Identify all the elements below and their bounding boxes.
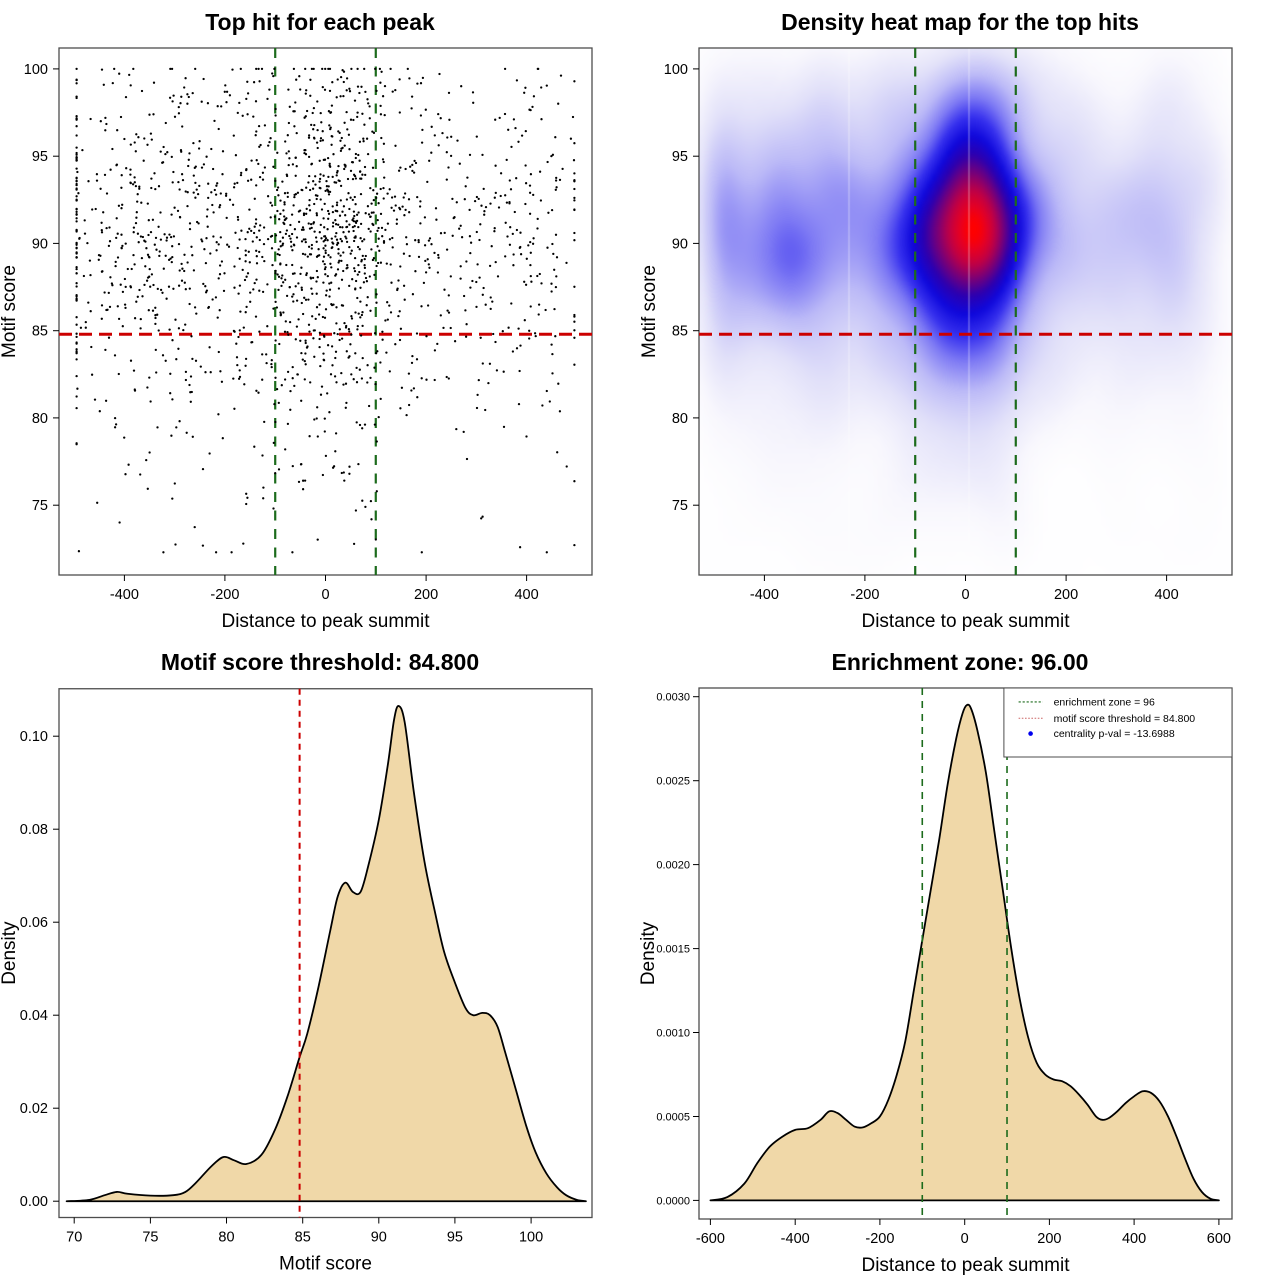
svg-text:Enrichment zone: 96.00: Enrichment zone: 96.00: [832, 649, 1089, 675]
svg-text:0.0015: 0.0015: [656, 944, 690, 956]
svg-text:Top hit for each peak: Top hit for each peak: [205, 9, 435, 35]
svg-text:Motif score: Motif score: [279, 1254, 372, 1275]
svg-text:0.0030: 0.0030: [656, 692, 690, 704]
svg-text:centrality p-val = -13.6988: centrality p-val = -13.6988: [1054, 728, 1175, 740]
svg-text:85: 85: [295, 1230, 311, 1246]
svg-text:Motif score: Motif score: [0, 265, 20, 358]
svg-text:90: 90: [371, 1230, 387, 1246]
svg-text:0.02: 0.02: [20, 1101, 48, 1117]
svg-text:95: 95: [32, 149, 48, 165]
svg-text:95: 95: [447, 1230, 463, 1246]
svg-text:Density: Density: [640, 921, 659, 985]
svg-text:0.04: 0.04: [20, 1008, 48, 1024]
svg-text:400: 400: [1122, 1231, 1146, 1247]
svg-text:100: 100: [24, 62, 48, 78]
svg-text:0.00: 0.00: [20, 1194, 48, 1210]
svg-text:motif score threshold = 84.800: motif score threshold = 84.800: [1054, 713, 1196, 725]
svg-text:Motif score threshold: 84.800: Motif score threshold: 84.800: [161, 649, 479, 675]
svg-text:Density: Density: [0, 921, 20, 985]
svg-text:-200: -200: [210, 587, 239, 603]
svg-text:85: 85: [32, 324, 48, 340]
svg-text:70: 70: [66, 1230, 82, 1246]
svg-text:0: 0: [961, 1231, 969, 1247]
svg-text:0.06: 0.06: [20, 915, 48, 931]
svg-text:400: 400: [514, 587, 538, 603]
svg-text:80: 80: [32, 411, 48, 427]
svg-text:0.0010: 0.0010: [656, 1028, 690, 1040]
svg-text:80: 80: [218, 1230, 234, 1246]
svg-text:0.0020: 0.0020: [656, 860, 690, 872]
svg-text:200: 200: [1037, 1231, 1061, 1247]
svg-text:Distance to peak summit: Distance to peak summit: [861, 1255, 1070, 1276]
svg-text:100: 100: [519, 1230, 543, 1246]
svg-text:75: 75: [32, 498, 48, 514]
svg-text:200: 200: [414, 587, 438, 603]
svg-text:-200: -200: [865, 1231, 894, 1247]
svg-text:enrichment zone = 96: enrichment zone = 96: [1054, 696, 1155, 708]
svg-text:0.08: 0.08: [20, 822, 48, 838]
svg-text:-400: -400: [110, 587, 139, 603]
svg-text:0: 0: [321, 587, 329, 603]
svg-text:75: 75: [142, 1230, 158, 1246]
svg-text:Density heat map for the top h: Density heat map for the top hits: [781, 9, 1139, 35]
svg-text:0.0000: 0.0000: [656, 1195, 690, 1207]
svg-text:-400: -400: [781, 1231, 810, 1247]
svg-text:0.0005: 0.0005: [656, 1112, 690, 1124]
svg-text:0.0025: 0.0025: [656, 776, 690, 788]
svg-text:90: 90: [32, 236, 48, 252]
svg-text:Distance to peak summit: Distance to peak summit: [221, 611, 430, 632]
svg-text:600: 600: [1207, 1231, 1231, 1247]
svg-text:0.10: 0.10: [20, 729, 48, 745]
svg-text:-600: -600: [696, 1231, 725, 1247]
